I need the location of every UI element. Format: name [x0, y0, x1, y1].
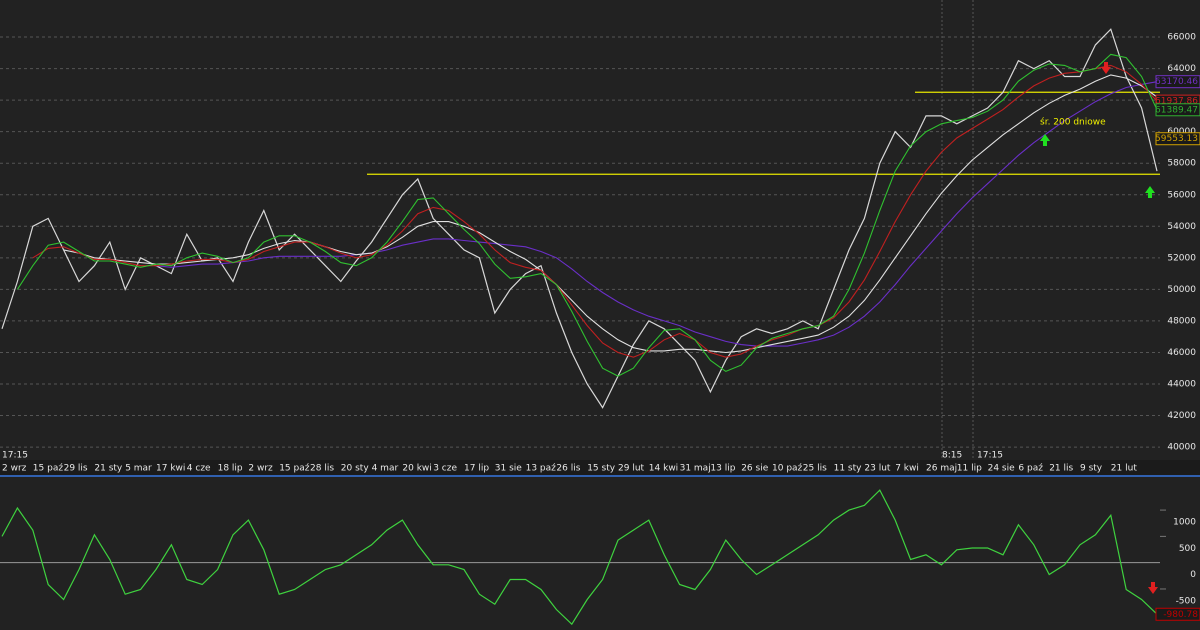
x-tick-label: 31 maj	[680, 464, 711, 474]
x-tick-label: 29 lis	[64, 464, 88, 474]
series-line	[155, 81, 1158, 347]
oscillator-panel: 1000 500 0 -500 -980.78	[0, 489, 1200, 626]
x-tick-label: 21 lut	[1111, 464, 1138, 474]
y-tick-label: 48000	[1167, 316, 1196, 326]
x-tick-label: 2 wrz	[248, 464, 273, 474]
x-tick-label: 26 maj	[926, 464, 957, 474]
y-tick-label: 500	[1179, 544, 1196, 554]
y-tick-label: 58000	[1167, 159, 1196, 169]
value-box-label: 61389.47	[1155, 105, 1198, 115]
x-tick-label: 15 paź	[279, 464, 310, 474]
value-box-label: 59553.13	[1155, 134, 1198, 144]
y-tick-label: -500	[1176, 596, 1197, 606]
y-tick-label: 1000	[1173, 518, 1196, 528]
annotation: śr. 200 dniowe	[1040, 117, 1106, 128]
value-box	[1155, 607, 1200, 621]
value-box	[1155, 103, 1200, 117]
x-tick-label: 3 cze	[433, 464, 457, 474]
y-tick-label: 50000	[1167, 285, 1196, 295]
x-tick-label: 17 kwi	[156, 464, 185, 474]
y-tick-label: 54000	[1167, 222, 1196, 232]
x-tick-label: 21 lis	[1049, 464, 1073, 474]
price-panel: 40000 42000 44000 46000 48000 50000 52000 54000…	[0, 28, 1200, 453]
x-tick-label: 13 paź	[526, 464, 557, 474]
x-tick-label: 4 cze	[187, 464, 211, 474]
x-tick-label: 5 mar	[125, 464, 152, 474]
x-tick-label: 11 lip	[957, 464, 982, 474]
x-tick-label: 21 sty	[94, 464, 123, 474]
down-arrow	[1101, 62, 1111, 74]
x-tick-label: 7 kwi	[895, 464, 919, 474]
up-arrow	[1040, 134, 1050, 146]
up-arrow	[1145, 186, 1155, 198]
x-tick-label: 9 sty	[1080, 464, 1103, 474]
x-tick-label: 2 wrz	[2, 464, 27, 474]
y-tick-label: 0	[1190, 570, 1196, 580]
x-tick-label: 25 lis	[803, 464, 827, 474]
time-label: 17:15	[977, 451, 1003, 461]
series-line	[16, 53, 1158, 377]
time-label: 17:15	[2, 451, 28, 461]
series-line	[1, 489, 1158, 626]
series-line	[32, 64, 1158, 358]
x-tick-label: 17 lip	[464, 464, 489, 474]
x-tick-label: 11 sty	[834, 464, 863, 474]
x-tick-label: 26 sie	[741, 464, 769, 474]
x-tick-label: 13 lip	[710, 464, 735, 474]
value-box	[1155, 75, 1200, 89]
x-tick-label: 10 paź	[772, 464, 803, 474]
y-tick-label: 52000	[1167, 253, 1196, 263]
x-tick-label: 4 mar	[372, 464, 399, 474]
y-tick-label: 64000	[1167, 64, 1196, 74]
x-tick-label: 18 lip	[218, 464, 243, 474]
x-tick-label: 31 sie	[495, 464, 523, 474]
y-tick-label: 60000	[1167, 127, 1196, 137]
x-tick-label: 29 lut	[618, 464, 645, 474]
x-tick-label: 23 lut	[864, 464, 891, 474]
x-tick-label: 15 sty	[587, 464, 616, 474]
down-arrow	[1148, 582, 1158, 594]
series-line	[63, 74, 1158, 354]
y-tick-label: 44000	[1167, 379, 1196, 389]
y-tick-label: 42000	[1167, 411, 1196, 421]
y-tick-label: 40000	[1167, 443, 1196, 453]
series-line	[1, 28, 1158, 409]
value-box	[1155, 132, 1200, 146]
x-tick-label: 20 kwi	[402, 464, 431, 474]
y-tick-label: 56000	[1167, 190, 1196, 200]
time-label: 8:15	[942, 451, 962, 461]
value-box-label: 63170.46	[1155, 77, 1198, 87]
x-tick-label: 6 paź	[1018, 464, 1043, 474]
x-tick-label: 15 paź	[33, 464, 64, 474]
value-box-label: -980.78	[1163, 610, 1198, 620]
x-tick-label: 14 kwi	[649, 464, 678, 474]
x-tick-label: 28 lis	[310, 464, 334, 474]
x-axis-band	[0, 460, 1200, 476]
x-tick-label: 26 lis	[556, 464, 580, 474]
y-tick-label: 66000	[1167, 33, 1196, 43]
value-box-label: 61937.86	[1155, 97, 1198, 107]
y-tick-label: 46000	[1167, 348, 1196, 358]
x-tick-label: 20 sty	[341, 464, 370, 474]
x-tick-label: 24 sie	[988, 464, 1016, 474]
